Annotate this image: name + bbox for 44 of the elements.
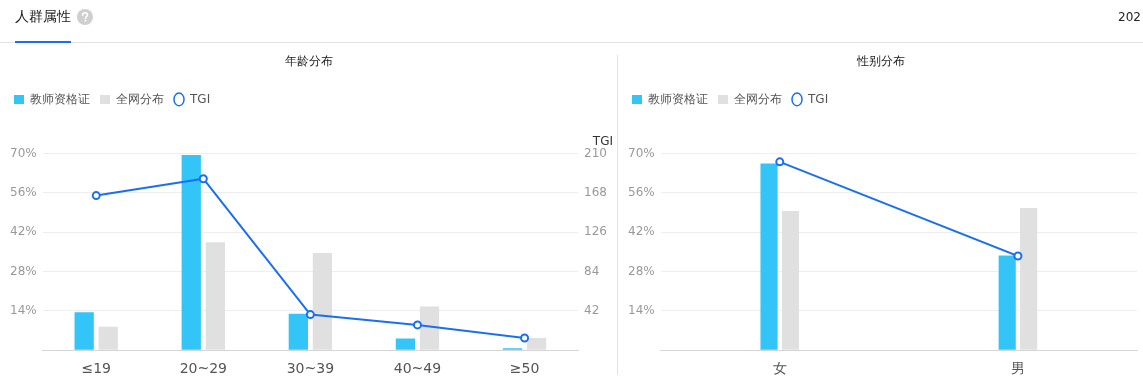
bar <box>998 255 1016 350</box>
y2-tick-label: 84 <box>584 263 600 278</box>
bar <box>288 313 308 350</box>
y-tick-label: 28% <box>10 263 37 278</box>
bar <box>181 155 201 350</box>
legend-label: TGI <box>189 91 211 106</box>
x-tick-label: 40~49 <box>393 360 442 377</box>
y-tick-label: 70% <box>10 145 37 160</box>
y-tick-label: 70% <box>628 145 655 160</box>
y-tick-label: 42% <box>628 224 655 239</box>
chart-title: 性别分布 <box>855 54 905 69</box>
x-tick-label: 女 <box>772 360 787 377</box>
x-tick-label: 20~29 <box>179 360 227 377</box>
y-tick-label: 42% <box>10 224 37 239</box>
text: 202 <box>1118 10 1141 24</box>
legend-label: 全网分布 <box>734 91 782 106</box>
legend-label: 教师资格证 <box>648 91 708 106</box>
y-tick-label: 28% <box>628 263 655 278</box>
x-tick-label: 男 <box>1010 360 1025 377</box>
point <box>520 333 530 343</box>
y2-tick-label: 126 <box>584 224 607 239</box>
text: 人群属性 <box>15 8 71 26</box>
y-tick-label: 14% <box>10 302 37 317</box>
y2-axis-title: TGI <box>591 133 613 148</box>
point <box>198 174 208 184</box>
legend-label: 教师资格证 <box>30 91 90 106</box>
y-tick-label: 56% <box>10 184 37 199</box>
y2-tick-label: 42 <box>584 302 600 317</box>
bar <box>760 163 778 350</box>
bar <box>74 312 94 350</box>
legend-label: TGI <box>807 91 829 106</box>
point <box>91 191 101 201</box>
point <box>305 310 315 320</box>
x-tick-label: 30~39 <box>286 360 335 377</box>
chart-title: 年龄分布 <box>284 54 333 69</box>
y2-tick-label: 210 <box>584 145 607 160</box>
y-tick-label: 14% <box>628 302 655 317</box>
legend-label: 全网分布 <box>116 91 164 106</box>
y2-tick-label: 168 <box>584 184 607 199</box>
bar <box>395 338 416 350</box>
x-tick-label: ≥50 <box>509 360 540 377</box>
point <box>412 320 422 330</box>
x-tick-label: ≤19 <box>81 360 111 377</box>
y-tick-label: 56% <box>628 184 655 199</box>
